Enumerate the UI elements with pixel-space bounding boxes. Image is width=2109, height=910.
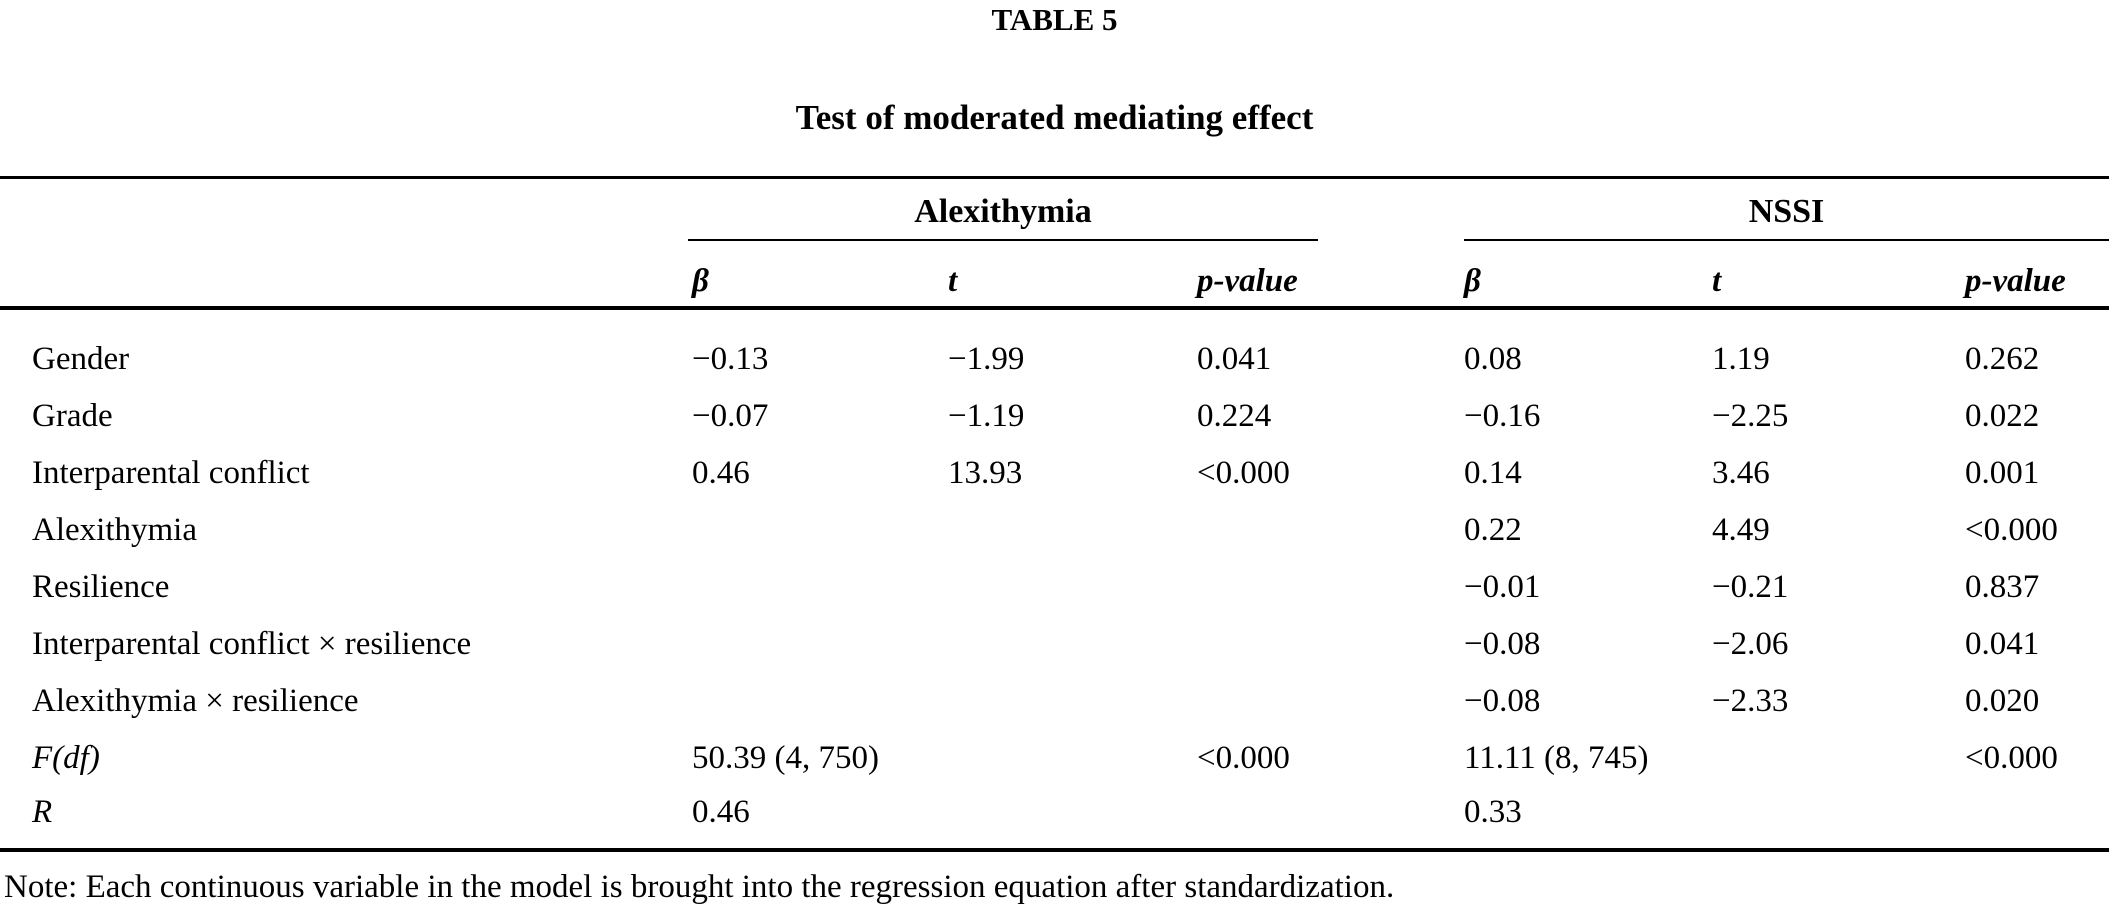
cell-nssi-beta: 0.14 (1464, 455, 1522, 491)
alexithymia-group-rule (688, 239, 1318, 241)
subheader-alex-t: t (948, 263, 958, 299)
cell-alex-t: 13.93 (948, 455, 1023, 491)
row-label: Interparental conflict × resilience (32, 626, 472, 662)
cell-nssi-beta: −0.01 (1464, 569, 1541, 605)
table-caption-title: Test of moderated mediating effect (795, 98, 1314, 137)
row-label: Resilience (32, 569, 170, 605)
table-caption-number: TABLE 5 (991, 2, 1118, 37)
cell-nssi-t: 1.19 (1712, 341, 1770, 377)
table-row: Gender −0.13 −1.99 0.041 0.08 1.19 0.262 (0, 331, 2109, 387)
bottom-rule (0, 848, 2109, 852)
top-rule (0, 176, 2109, 179)
cell-nssi-pvalue: 0.041 (1965, 626, 2040, 662)
row-label: Interparental conflict (32, 455, 310, 491)
subheader-nssi-pvalue: p-value (1965, 263, 2066, 299)
cell-nssi-t: 4.49 (1712, 512, 1770, 548)
table-row: Interparental conflict 0.46 13.93 <0.000… (0, 445, 2109, 501)
cell-nssi-beta: −0.08 (1464, 626, 1541, 662)
cell-nssi-t: −2.06 (1712, 626, 1789, 662)
cell-alex-t: −1.19 (948, 398, 1025, 434)
cell-nssi-beta: −0.16 (1464, 398, 1541, 434)
table-note: Note: Each continuous variable in the mo… (4, 869, 1395, 905)
cell-nssi-pvalue: 0.001 (1965, 455, 2040, 491)
cell-nssi-beta: −0.08 (1464, 683, 1541, 719)
cell-nssi-beta: 0.22 (1464, 512, 1522, 548)
group-header-alexithymia: Alexithymia (914, 193, 1092, 230)
row-label: Alexithymia (32, 512, 197, 548)
subheader-alex-pvalue: p-value (1197, 263, 1298, 299)
cell-nssi-pvalue: 0.022 (1965, 398, 2040, 434)
row-label: F(df) (32, 740, 100, 776)
cell-nssi-t: −2.33 (1712, 683, 1789, 719)
cell-alex-beta: −0.07 (692, 398, 769, 434)
table-row: Alexithymia × resilience −0.08 −2.33 0.0… (0, 673, 2109, 729)
cell-alex-beta: 50.39 (4, 750) (692, 740, 879, 776)
cell-alex-beta: −0.13 (692, 341, 769, 377)
cell-alex-pvalue: <0.000 (1197, 455, 1290, 491)
table-row: Resilience −0.01 −0.21 0.837 (0, 559, 2109, 615)
cell-nssi-pvalue: <0.000 (1965, 740, 2058, 776)
table-row: F(df) 50.39 (4, 750) <0.000 11.11 (8, 74… (0, 730, 2109, 786)
row-label: Grade (32, 398, 113, 434)
cell-nssi-t: −0.21 (1712, 569, 1789, 605)
cell-nssi-beta: 0.33 (1464, 794, 1522, 830)
header-rule (0, 306, 2109, 310)
table-row: Interparental conflict × resilience −0.0… (0, 616, 2109, 672)
cell-nssi-beta: 0.08 (1464, 341, 1522, 377)
cell-nssi-pvalue: 0.020 (1965, 683, 2040, 719)
cell-nssi-pvalue: <0.000 (1965, 512, 2058, 548)
nssi-group-rule (1464, 239, 2109, 241)
cell-nssi-t: −2.25 (1712, 398, 1789, 434)
cell-alex-t: −1.99 (948, 341, 1025, 377)
cell-nssi-pvalue: 0.262 (1965, 341, 2040, 377)
subheader-nssi-t: t (1712, 263, 1722, 299)
cell-nssi-t: 3.46 (1712, 455, 1770, 491)
cell-alex-pvalue: 0.041 (1197, 341, 1272, 377)
subheader-alex-beta: β (692, 263, 709, 299)
cell-nssi-pvalue: 0.837 (1965, 569, 2040, 605)
subheader-nssi-beta: β (1464, 263, 1481, 299)
group-header-nssi: NSSI (1748, 193, 1825, 230)
table-row: Alexithymia 0.22 4.49 <0.000 (0, 502, 2109, 558)
cell-alex-beta: 0.46 (692, 455, 750, 491)
table-row: R 0.46 0.33 (0, 784, 2109, 840)
row-label: Alexithymia × resilience (32, 683, 359, 719)
table-row: Grade −0.07 −1.19 0.224 −0.16 −2.25 0.02… (0, 388, 2109, 444)
cell-alex-pvalue: 0.224 (1197, 398, 1272, 434)
cell-alex-pvalue: <0.000 (1197, 740, 1290, 776)
cell-alex-beta: 0.46 (692, 794, 750, 830)
cell-nssi-beta: 11.11 (8, 745) (1464, 740, 1649, 776)
row-label: Gender (32, 341, 130, 377)
row-label: R (32, 794, 53, 830)
